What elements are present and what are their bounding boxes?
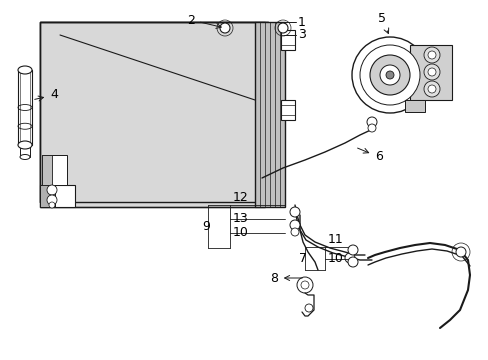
Circle shape	[347, 245, 357, 255]
Text: 13: 13	[232, 212, 248, 225]
Text: 2: 2	[187, 13, 221, 28]
Circle shape	[296, 277, 312, 293]
Circle shape	[289, 207, 299, 217]
Text: 3: 3	[297, 28, 305, 41]
Bar	[281, 100, 294, 120]
Bar	[40, 185, 55, 207]
Circle shape	[351, 37, 427, 113]
Circle shape	[423, 64, 439, 80]
Circle shape	[47, 195, 57, 205]
Text: 8: 8	[269, 271, 302, 284]
Circle shape	[369, 55, 409, 95]
Bar	[40, 22, 264, 207]
Circle shape	[47, 185, 57, 195]
Text: 6: 6	[357, 148, 382, 163]
Circle shape	[289, 220, 299, 230]
Bar	[42, 155, 52, 185]
Bar	[281, 30, 294, 50]
Text: 5: 5	[377, 13, 388, 33]
Circle shape	[347, 257, 357, 267]
Text: 7: 7	[298, 252, 306, 265]
Circle shape	[427, 85, 435, 93]
Bar	[18, 70, 32, 145]
Bar	[40, 185, 75, 207]
Text: 10: 10	[327, 252, 343, 266]
Circle shape	[366, 117, 376, 127]
Text: 9: 9	[202, 220, 209, 233]
Circle shape	[345, 253, 354, 263]
Circle shape	[301, 281, 308, 289]
Bar	[409, 45, 451, 100]
Circle shape	[455, 247, 465, 257]
Text: 10: 10	[232, 226, 248, 239]
Bar	[42, 155, 67, 185]
Bar	[20, 145, 30, 157]
Circle shape	[290, 228, 298, 236]
Text: 4: 4	[35, 89, 58, 102]
Circle shape	[423, 47, 439, 63]
Bar	[404, 100, 424, 112]
Text: 12: 12	[232, 191, 248, 204]
Bar	[254, 22, 285, 207]
Circle shape	[220, 23, 229, 33]
Ellipse shape	[18, 141, 32, 149]
Text: 11: 11	[327, 233, 343, 246]
Circle shape	[379, 65, 399, 85]
Circle shape	[359, 45, 419, 105]
Circle shape	[427, 68, 435, 76]
Bar	[40, 22, 267, 202]
Circle shape	[367, 124, 375, 132]
Text: 1: 1	[297, 15, 305, 28]
Circle shape	[278, 23, 287, 33]
Circle shape	[427, 51, 435, 59]
Circle shape	[385, 71, 393, 79]
Circle shape	[305, 304, 312, 312]
Circle shape	[423, 81, 439, 97]
Ellipse shape	[20, 154, 30, 159]
Ellipse shape	[18, 66, 32, 74]
Circle shape	[49, 202, 55, 208]
